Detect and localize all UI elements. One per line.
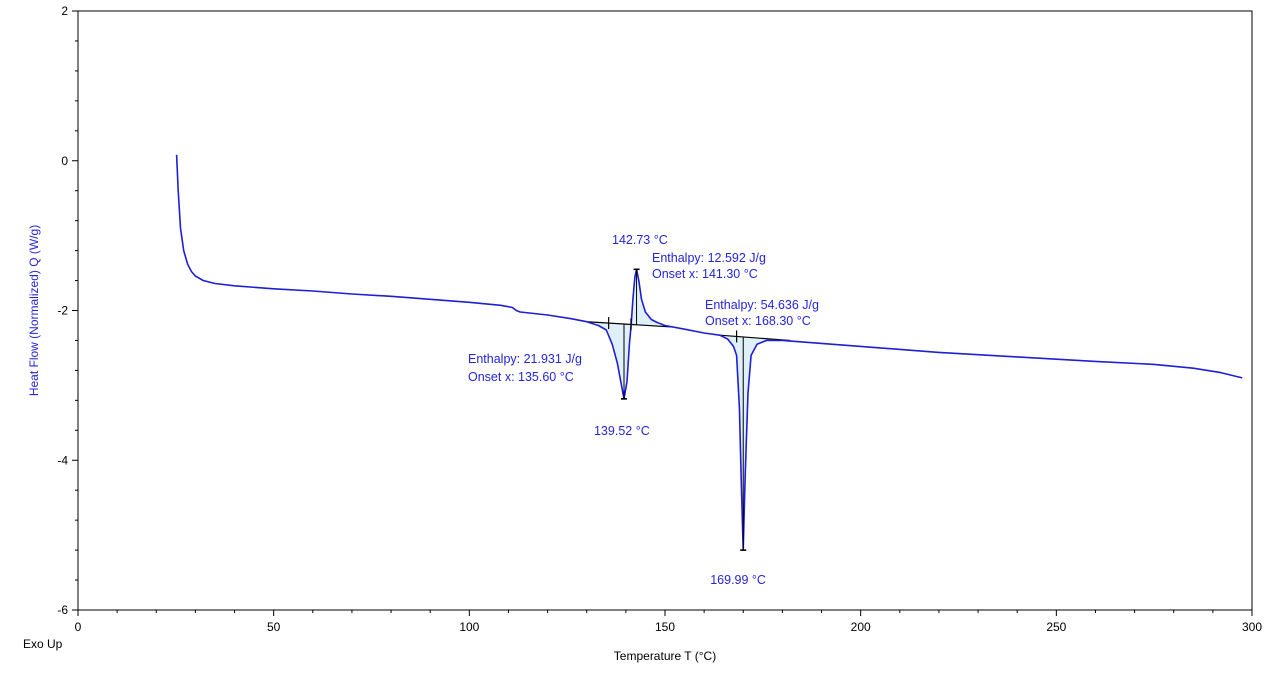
x-tick-label: 100 <box>459 620 479 634</box>
annotations: 139.52 °C Enthalpy: 21.931 J/g Onset x: 13… <box>468 233 819 587</box>
x-tick-label: 50 <box>267 620 281 634</box>
peak-fill-exo1 <box>631 269 658 327</box>
peak-fill-endo1 <box>598 322 631 399</box>
peak-temp-label-endo2: 169.99 °C <box>710 573 766 587</box>
onset-label-endo2: Onset x: 168.30 °C <box>705 314 811 328</box>
heat-flow-curve <box>175 154 1243 551</box>
x-tick-label: 300 <box>1242 620 1262 634</box>
peak-temp-label-endo1: 139.52 °C <box>594 424 650 438</box>
axis-ticks <box>72 10 1253 616</box>
x-tick-label: 200 <box>851 620 871 634</box>
y-axis-title: Heat Flow (Normalized) Q (W/g) <box>27 225 41 396</box>
peak-markers <box>608 268 747 551</box>
x-axis-title: Temperature T (°C) <box>614 649 716 663</box>
integration-baselines <box>586 321 791 342</box>
curve-layer <box>175 154 1243 551</box>
exo-up-label: Exo Up <box>23 637 63 651</box>
y-tick-label: -2 <box>57 304 68 318</box>
y-tick-label: -6 <box>57 603 68 617</box>
x-tick-label: 0 <box>75 620 82 634</box>
enthalpy-label-endo1: Enthalpy: 21.931 J/g <box>468 352 582 366</box>
x-tick-label: 250 <box>1046 620 1066 634</box>
y-tick-label: 2 <box>61 4 68 18</box>
y-tick-label: -4 <box>57 453 68 467</box>
plot-frame <box>77 10 1253 611</box>
peak-fills <box>598 269 767 551</box>
onset-label-endo1: Onset x: 135.60 °C <box>468 370 574 384</box>
y-tick-label: 0 <box>61 154 68 168</box>
enthalpy-label-endo2: Enthalpy: 54.636 J/g <box>705 298 819 312</box>
peak-fill-endo2 <box>727 335 767 551</box>
onset-label-exo1: Onset x: 141.30 °C <box>652 267 758 281</box>
peak-temp-label-exo1: 142.73 °C <box>612 233 668 247</box>
x-tick-label: 150 <box>655 620 675 634</box>
integration-baseline-1 <box>586 321 673 328</box>
tick-labels: 0 50 100 150 200 250 300 2 0 -2 -4 -6 <box>57 4 1262 634</box>
enthalpy-label-exo1: Enthalpy: 12.592 J/g <box>652 251 766 265</box>
integration-baseline-2 <box>719 334 791 342</box>
